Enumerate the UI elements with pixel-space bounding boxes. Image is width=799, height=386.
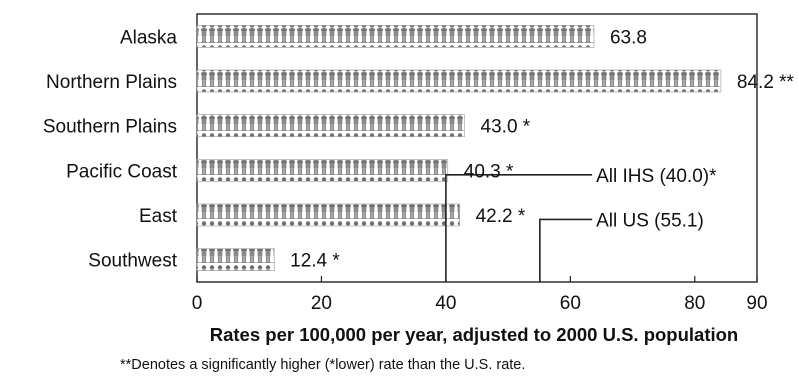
x-tick-label: 80 — [684, 293, 705, 314]
category-label: Pacific Coast — [66, 161, 178, 182]
x-tick-label: 40 — [435, 293, 456, 314]
bar — [196, 248, 275, 271]
bar — [196, 25, 595, 48]
category-label: Northern Plains — [46, 72, 177, 93]
bar — [196, 114, 465, 137]
bar — [196, 203, 460, 227]
x-tick-label: 60 — [560, 293, 581, 314]
ref-line-all-us — [539, 218, 593, 282]
category-label: East — [139, 206, 178, 227]
bar — [196, 159, 449, 182]
category-label: Southern Plains — [43, 117, 177, 138]
value-label: 43.0 * — [481, 117, 531, 138]
x-axis-title: Rates per 100,000 per year, adjusted to … — [210, 324, 738, 345]
value-label: 42.2 * — [476, 206, 526, 227]
plot-frame — [196, 13, 758, 283]
value-label: 40.3 * — [464, 161, 514, 182]
category-label: Alaska — [120, 27, 177, 48]
footnote: **Denotes a significantly higher (*lower… — [120, 357, 526, 373]
value-label: 84.2 ** — [737, 72, 795, 93]
value-label: 12.4 * — [290, 251, 340, 272]
category-label: Southwest — [88, 251, 177, 272]
ref-label-all-ihs: All IHS (40.0)* — [596, 166, 717, 187]
x-tick-label: 0 — [192, 293, 203, 314]
x-tick-label: 90 — [746, 293, 767, 314]
ref-label-all-us: All US (55.1) — [596, 210, 704, 231]
x-tick-label: 20 — [311, 293, 332, 314]
value-label: 63.8 — [610, 27, 647, 48]
ref-line-all-ihs — [445, 174, 593, 282]
bar — [196, 69, 722, 93]
